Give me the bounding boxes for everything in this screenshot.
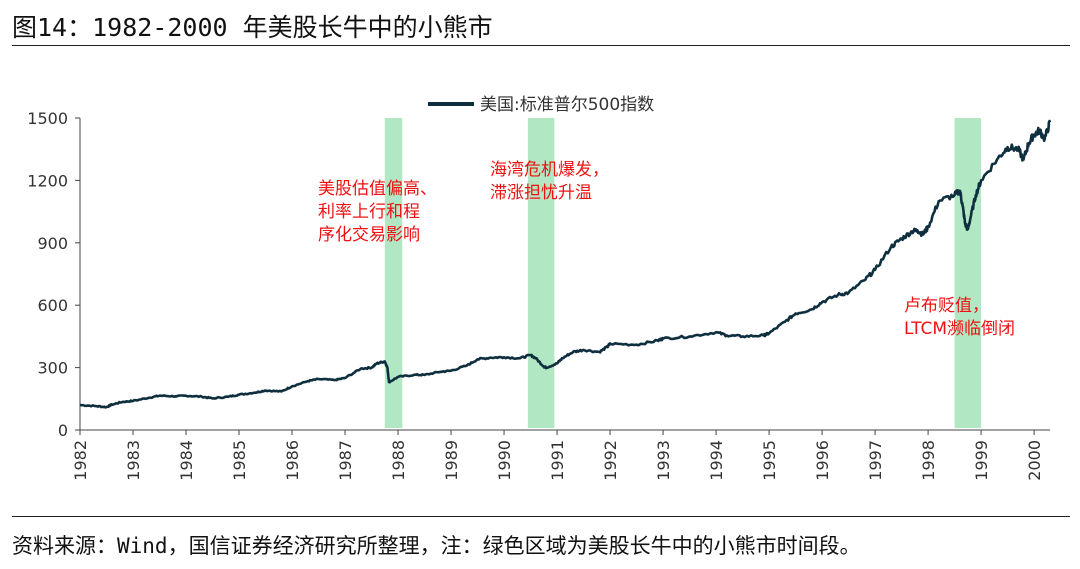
- footer-divider: [12, 516, 1070, 517]
- x-tick-label: 1984: [177, 440, 196, 481]
- annotation-line: LTCM濒临倒闭: [904, 319, 1015, 339]
- x-tick-label: 1998: [919, 440, 938, 481]
- bear-period-annotation: 美股估值偏高、利率上行和程序化交易影响: [318, 179, 437, 245]
- y-tick-label: 900: [37, 234, 68, 253]
- annotation-line: 卢布贬值，: [904, 296, 989, 316]
- chart-axes: 0 300 600 900 1200 1500 1982 1983 1984 1985 1986 19…: [27, 109, 1050, 481]
- x-tick-label: 1985: [230, 440, 249, 481]
- x-tick-label: 1993: [654, 440, 673, 481]
- x-tick-label: 1994: [707, 440, 726, 481]
- annotation-line: 利率上行和程: [318, 202, 420, 222]
- y-tick-label: 600: [37, 296, 68, 315]
- title-divider: [12, 45, 1070, 46]
- bear-period-band: [954, 118, 982, 428]
- y-tick-label: 0: [58, 421, 68, 440]
- x-tick-label: 1982: [71, 440, 90, 481]
- bear-period-annotation: 海湾危机爆发， 滞涨担忧升温: [490, 160, 609, 203]
- source-note: 资料来源：Wind，国信证券经济研究所整理，注：绿色区域为美股长牛中的小熊市时间…: [12, 534, 861, 558]
- sp500-line-chart: 0 300 600 900 1200 1500 1982 1983 1984 1985 1986 19…: [27, 95, 1052, 481]
- x-tick-label: 1999: [972, 440, 991, 481]
- x-tick-label: 1986: [283, 440, 302, 481]
- x-tick-label: 2000: [1025, 440, 1044, 481]
- chart-title: 图14：1982-2000 年美股长牛中的小熊市: [12, 13, 493, 42]
- annotation-line: 美股估值偏高、: [318, 179, 437, 199]
- x-tick-label: 1989: [442, 440, 461, 481]
- x-tick-label: 1992: [601, 440, 620, 481]
- legend: 美国:标准普尔500指数: [428, 95, 654, 115]
- y-tick-label: 1500: [27, 109, 68, 128]
- bear-period-band: [527, 118, 555, 428]
- x-tick-label: 1995: [760, 440, 779, 481]
- x-tick-label: 1987: [336, 440, 355, 481]
- x-tick-label: 1983: [124, 440, 143, 481]
- series-group: [79, 119, 1052, 409]
- x-tick-label: 1990: [495, 440, 514, 481]
- x-tick-label: 1997: [866, 440, 885, 481]
- bear-period-annotation: 卢布贬值， LTCM濒临倒闭: [904, 296, 1015, 339]
- bear-market-bands: [384, 118, 982, 428]
- bear-period-band: [384, 118, 403, 428]
- x-tick-label: 1988: [389, 440, 408, 481]
- annotation-line: 滞涨担忧升温: [490, 183, 592, 203]
- x-tick-label: 1991: [548, 440, 567, 481]
- annotation-line: 序化交易影响: [318, 225, 420, 245]
- series-line: [79, 119, 1052, 409]
- y-tick-label: 1200: [27, 171, 68, 190]
- x-tick-label: 1996: [813, 440, 832, 481]
- annotation-line: 海湾危机爆发，: [490, 160, 609, 180]
- legend-label: 美国:标准普尔500指数: [480, 95, 654, 115]
- y-tick-label: 300: [37, 359, 68, 378]
